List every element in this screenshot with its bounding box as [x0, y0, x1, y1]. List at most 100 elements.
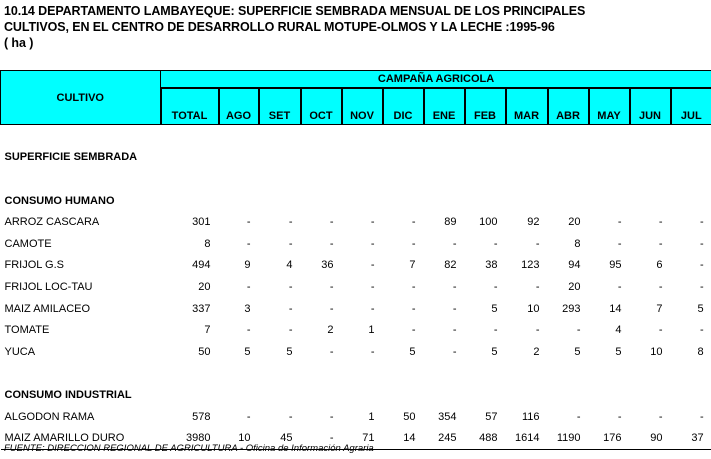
header-oct: OCT	[299, 87, 342, 125]
cell-dic: 5	[409, 345, 416, 358]
cell-total: 578	[192, 410, 211, 423]
cell-mar: -	[535, 324, 540, 337]
cell-ene: 82	[444, 259, 457, 272]
cell-oct: 36	[321, 259, 334, 272]
header-jun: JUN	[628, 87, 671, 125]
cell-abr: 20	[568, 216, 581, 229]
cell-abr: 20	[568, 280, 581, 293]
cell-mar: -	[535, 280, 540, 293]
cell-set: -	[288, 280, 293, 293]
group-heading: CONSUMO INDUSTRIAL	[1, 384, 711, 406]
table-row: TOMATE 7 - - 2 1 - - - - - 4 - -	[1, 319, 711, 341]
cell-oct: -	[300, 427, 342, 450]
cell-abr: 5	[574, 345, 581, 358]
cell-set: -	[288, 324, 293, 337]
cell-ago: -	[246, 280, 251, 293]
cell-jun: 10	[650, 345, 663, 358]
cultivo-name: MAIZ AMILACEO	[4, 302, 91, 315]
table-row: MAIZ AMARILLO DURO 3980 10 45-71 14 245 488 161…	[0, 427, 711, 450]
cell-feb: -	[493, 237, 498, 250]
cell-oct: 2	[327, 324, 334, 337]
cell-jul: -	[699, 259, 704, 272]
cell-ago: -	[246, 237, 251, 250]
cell-feb: -	[493, 280, 498, 293]
cell-feb: 488	[464, 427, 506, 450]
cell-may: 95	[609, 259, 622, 272]
header-total: TOTAL	[159, 87, 219, 125]
cell-ago: -	[246, 324, 251, 337]
spacer-row	[1, 125, 711, 147]
cell-set: -	[288, 216, 293, 229]
cell-abr: 8	[574, 237, 581, 250]
cell-feb: 100	[479, 216, 498, 229]
cell-ago: 10	[218, 427, 259, 450]
header-set: SET	[257, 87, 301, 125]
header-dic: DIC	[381, 87, 424, 125]
header-feb: FEB	[463, 87, 506, 125]
header-nov: NOV	[340, 87, 383, 125]
cell-nov: -	[370, 259, 375, 272]
cell-dic: 14	[382, 427, 424, 450]
cell-ago: 3	[244, 302, 251, 315]
cell-jun: 90	[629, 427, 671, 450]
header-may: MAY	[587, 87, 630, 125]
cell-nov: -	[370, 345, 375, 358]
cell-ago: -	[246, 410, 251, 423]
cell-oct: -	[329, 216, 334, 229]
cell-ene: -	[452, 237, 457, 250]
title-line-2: CULTIVOS, EN EL CENTRO DE DESARROLLO RUR…	[4, 20, 555, 34]
cell-ene: -	[452, 324, 457, 337]
cell-mar: 2	[533, 345, 540, 358]
cell-dic: 50	[403, 410, 416, 423]
cell-total: 3980	[160, 427, 219, 450]
cell-oct: -	[329, 302, 334, 315]
cell-set: -	[288, 302, 293, 315]
table-row: YUCA 50 5 5 - - 5 - 5 2 5 5 10 8	[1, 341, 711, 363]
cell-set: -	[288, 237, 293, 250]
cell-mar: 1614	[505, 427, 548, 450]
cell-jul: -	[699, 216, 704, 229]
cell-abr: 94	[568, 259, 581, 272]
cell-set: 4	[286, 259, 293, 272]
cell-abr: -	[576, 324, 581, 337]
cell-total: 337	[192, 302, 211, 315]
cell-nov: 1	[368, 410, 375, 423]
cell-jun: -	[658, 280, 663, 293]
cell-nov: 71	[341, 427, 383, 450]
cell-ene: 245	[423, 427, 465, 450]
table-title: 10.14 DEPARTAMENTO LAMBAYEQUE: SUPERFICI…	[4, 3, 585, 51]
cell-jun: -	[658, 237, 663, 250]
cultivo-name: TOMATE	[4, 324, 50, 337]
cell-feb: 57	[485, 410, 498, 423]
cell-ago: 5	[244, 345, 251, 358]
header-ago: AGO	[217, 87, 259, 125]
title-unit: ( ha )	[4, 36, 34, 50]
footnote: FUENTE: DIRECCION REGIONAL DE AGRICULTUR…	[4, 443, 374, 454]
cell-jul: 37	[670, 427, 711, 450]
cell-may: 4	[615, 324, 622, 337]
cell-abr: -	[576, 410, 581, 423]
cell-mar: 10	[527, 302, 540, 315]
section-title-label: SUPERFICIE SEMBRADA	[4, 151, 138, 164]
cell-jun: -	[658, 324, 663, 337]
cell-may: 14	[609, 302, 622, 315]
cell-dic: 7	[409, 259, 416, 272]
cultivo-name: FRIJOL LOC-TAU	[4, 280, 93, 293]
cell-may: -	[617, 410, 622, 423]
cell-nov: -	[370, 237, 375, 250]
cultivo-name: ARROZ CASCARA	[4, 216, 100, 229]
cell-total: 50	[198, 345, 211, 358]
table-row: CAMOTE 8 - - - - - - - - 8 - - -	[1, 233, 711, 255]
cultivo-name: CAMOTE	[4, 237, 52, 250]
cell-total: 494	[192, 259, 211, 272]
cell-jun: -	[658, 410, 663, 423]
cell-jun: -	[658, 216, 663, 229]
cell-jun: 7	[656, 302, 663, 315]
cell-may: 5	[615, 345, 622, 358]
header-jul: JUL	[669, 87, 711, 125]
group-heading-label: CONSUMO INDUSTRIAL	[4, 388, 132, 401]
cell-may: -	[617, 216, 622, 229]
table-row: MAIZ AMILACEO 337 3 - - - - - 5 10 293 14 7 5	[1, 298, 711, 320]
cell-dic: -	[411, 302, 416, 315]
cell-nov: -	[370, 302, 375, 315]
